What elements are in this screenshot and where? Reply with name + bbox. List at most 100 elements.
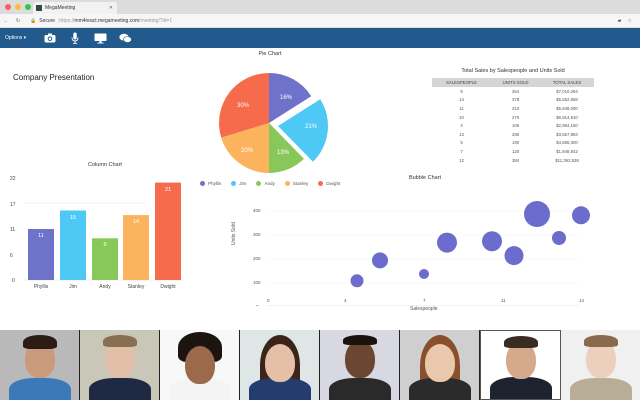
cell-total-sales: $4,686,300 xyxy=(556,140,578,146)
bar-jim[interactable] xyxy=(60,210,86,281)
legend-label: Andy xyxy=(264,181,275,186)
x-tick-label: Dwight xyxy=(160,284,176,290)
window-controls xyxy=(5,4,31,10)
column-header[interactable]: TOTAL SALES xyxy=(540,78,594,87)
legend-dot-icon xyxy=(284,181,290,186)
back-icon[interactable]: ← xyxy=(3,17,9,24)
bar-value-label: 9 xyxy=(103,242,106,248)
maximize-window-button[interactable] xyxy=(25,4,31,10)
participant-body xyxy=(489,377,552,399)
reload-icon[interactable]: ↻ xyxy=(15,17,21,24)
legend-label: Stanley xyxy=(292,181,309,186)
pie-label-jim: 21% xyxy=(305,124,318,130)
legend-item-jim[interactable]: Jim xyxy=(231,181,246,186)
cell-salespeople: 13 xyxy=(459,131,464,137)
participant-hair xyxy=(102,335,137,347)
cell-total-sales: $7,010,284 xyxy=(556,88,578,94)
video-tile-participant-5[interactable] xyxy=(320,330,400,400)
column-chart: 22 17 11 6 0 11 15 9 14 21 Phyllis Jim A… xyxy=(10,176,185,290)
table-title: Total Sales by Salespeople and Units Sol… xyxy=(461,68,565,74)
page-title: Company Presentation xyxy=(13,73,95,82)
legend-item-dwight[interactable]: Dwight xyxy=(318,181,340,186)
browser-tab[interactable]: MegaMeeting ✕ xyxy=(33,2,117,14)
minimize-window-button[interactable] xyxy=(15,4,21,10)
bubble-point[interactable] xyxy=(524,201,550,227)
cell-units-sold: 378 xyxy=(511,97,520,103)
sales-table-panel: Total Sales by Salespeople and Units Sol… xyxy=(432,68,594,164)
participant-body xyxy=(88,378,151,400)
participant-body xyxy=(569,378,632,400)
y-tick-label: 17 xyxy=(10,202,16,208)
legend-dot-icon xyxy=(256,181,262,186)
bubble-point[interactable] xyxy=(552,231,566,245)
video-tile-participant-2[interactable] xyxy=(80,330,160,400)
chat-icon[interactable] xyxy=(115,31,135,45)
bubble-point[interactable] xyxy=(419,269,429,279)
participant-body xyxy=(168,378,231,400)
pie-slice-jim[interactable] xyxy=(278,99,328,162)
participant-body xyxy=(328,378,391,400)
favicon-icon xyxy=(36,5,42,11)
column-header[interactable]: SALESPEOPLE xyxy=(432,78,492,87)
microphone-icon[interactable] xyxy=(65,31,85,45)
legend-item-andy[interactable]: Andy xyxy=(256,181,275,186)
y-tick-label: 0 xyxy=(12,278,15,284)
options-menu[interactable]: Options ▾ xyxy=(5,35,27,41)
legend-item-phyllis[interactable]: Phyllis xyxy=(200,181,221,186)
cell-total-sales: $2,964,150 xyxy=(556,123,578,129)
y-tick-label: 400 xyxy=(253,208,261,213)
options-label: Options xyxy=(5,35,23,41)
bubble-point[interactable] xyxy=(482,231,502,252)
close-window-button[interactable] xyxy=(5,4,11,10)
legend-item-stanley[interactable]: Stanley xyxy=(284,181,309,186)
bubble-point[interactable] xyxy=(437,232,457,253)
presentation-area: Company Presentation Pie Chart 16% 21% 1… xyxy=(0,48,640,326)
cell-salespeople: 11 xyxy=(459,105,464,111)
pie-slice-phyllis[interactable] xyxy=(269,73,312,123)
pie-slice-stanley[interactable] xyxy=(221,123,269,173)
video-tile-participant-4[interactable] xyxy=(240,330,320,400)
extension-icon[interactable]: ▰ xyxy=(617,17,622,24)
video-tile-participant-6[interactable] xyxy=(400,330,480,400)
table-row: 13 286 $3,657,894 xyxy=(432,130,594,139)
close-tab-icon[interactable]: ✕ xyxy=(108,5,113,11)
pie-slice-dwight[interactable] xyxy=(219,73,269,138)
video-tile-participant-1[interactable] xyxy=(0,330,80,400)
bar-andy[interactable] xyxy=(92,238,118,280)
y-tick-label: 300 xyxy=(253,232,261,237)
camera-icon[interactable] xyxy=(40,31,60,45)
cell-total-sales: $6,914,910 xyxy=(556,114,578,120)
column-header[interactable]: UNITS SOLD xyxy=(491,78,541,87)
video-tile-participant-7[interactable] xyxy=(480,330,561,400)
screen-share-icon[interactable] xyxy=(90,31,110,45)
bubble-point[interactable] xyxy=(350,274,364,288)
pie-legend: Phyllis Jim Andy Stanley Dwight xyxy=(200,181,340,186)
legend-label: Phyllis xyxy=(208,181,222,186)
bubble-point[interactable] xyxy=(572,206,590,225)
cell-units-sold: 190 xyxy=(511,140,520,146)
address-bar: ← ↻ 🔒 Secure | https:// mm4react.megamee… xyxy=(0,14,640,28)
table-header-row: SALESPEOPLE UNITS SOLD TOTAL SALES xyxy=(432,78,594,87)
cell-total-sales: $3,657,894 xyxy=(556,131,578,137)
bar-dwight[interactable] xyxy=(155,182,181,280)
legend-dot-icon xyxy=(318,181,324,186)
bubble-point[interactable] xyxy=(372,252,388,269)
pie-slice-andy[interactable] xyxy=(269,123,304,173)
video-tile-participant-8[interactable] xyxy=(561,330,640,400)
meeting-toolbar: Options ▾ xyxy=(0,28,640,48)
bar-phyllis[interactable] xyxy=(28,229,54,280)
video-tile-participant-3[interactable] xyxy=(160,330,240,400)
bubble-point[interactable] xyxy=(504,246,524,266)
bar-stanley[interactable] xyxy=(123,215,149,280)
bookmark-star-icon[interactable]: ☆ xyxy=(627,17,632,24)
y-axis-label: Units Sold xyxy=(231,222,237,245)
url-field[interactable]: 🔒 Secure | https:// mm4react.megameeting… xyxy=(30,18,172,24)
cell-units-sold: 270 xyxy=(511,114,520,120)
cell-salespeople: 10 xyxy=(459,114,464,120)
table-row: 10 270 $6,914,910 xyxy=(432,113,594,122)
url-divider: | xyxy=(58,17,60,24)
participant-face xyxy=(264,344,295,382)
participant-body xyxy=(248,378,311,400)
participant-face xyxy=(344,340,375,378)
participant-body xyxy=(408,378,471,400)
